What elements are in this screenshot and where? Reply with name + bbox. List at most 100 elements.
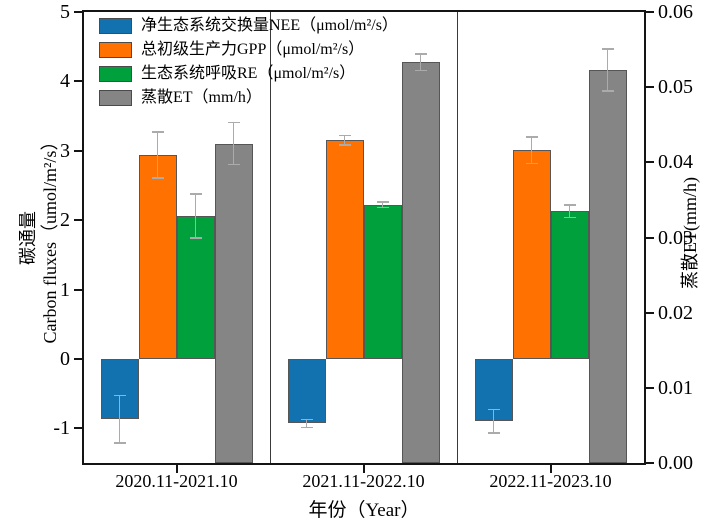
bar-re-3 [550, 211, 589, 359]
errorbar-line-nee-1 [118, 395, 121, 443]
errorbar-cap-bottom-re-2 [376, 206, 389, 209]
tick-label-left-4: 4 [60, 70, 70, 93]
legend: 净生态系统交换量NEE（μmol/m²/s） 总初级生产力GPP（μmol/m²/… [99, 17, 398, 113]
tick-label-right-0.01: 0.01 [658, 376, 693, 399]
errorbar-line-nee-3 [492, 409, 495, 434]
errorbar-line-et-2 [419, 54, 422, 71]
tick-label-right-0.03: 0.03 [658, 226, 693, 249]
x-axis-title: 年份（Year） [308, 500, 420, 521]
errorbar-cap-bottom-nee-3 [487, 432, 500, 434]
tick-left-3 [74, 149, 82, 152]
legend-label-re: 生态系统呼吸RE（μmol/m²/s） [141, 65, 356, 82]
legend-swatch-re [99, 65, 132, 82]
tick-left-0 [74, 357, 82, 360]
panel-separator-2 [456, 12, 459, 463]
tick-label-left-5: 5 [60, 1, 70, 23]
tick-label-right-0.04: 0.04 [658, 151, 693, 174]
legend-item-nee: 净生态系统交换量NEE（μmol/m²/s） [99, 17, 398, 34]
tick-right-0.03 [646, 236, 654, 239]
errorbar-cap-bottom-gpp-2 [338, 144, 351, 146]
errorbar-cap-bottom-et-2 [414, 69, 427, 72]
errorbar-line-re-3 [568, 204, 571, 218]
legend-item-gpp: 总初级生产力GPP（μmol/m²/s） [99, 41, 398, 58]
errorbar-cap-top-re-3 [563, 204, 576, 206]
errorbar-line-et-1 [232, 122, 235, 165]
errorbar-cap-top-et-3 [601, 48, 614, 50]
tick-left--1 [74, 427, 82, 430]
errorbar-cap-top-re-1 [189, 193, 202, 195]
errorbar-cap-bottom-re-1 [189, 237, 202, 239]
tick-label-right-0.06: 0.06 [658, 1, 693, 23]
legend-item-re: 生态系统呼吸RE（μmol/m²/s） [99, 65, 398, 82]
errorbar-cap-bottom-nee-1 [113, 442, 126, 444]
errorbar-cap-top-et-1 [227, 121, 240, 124]
tick-label-left-2: 2 [60, 209, 70, 232]
errorbar-line-gpp-1 [156, 132, 159, 178]
errorbar-cap-bottom-gpp-1 [151, 177, 164, 179]
x-category-label-3: 2022.11-2023.10 [489, 471, 612, 491]
errorbar-cap-bottom-nee-2 [300, 426, 313, 429]
errorbar-cap-top-nee-2 [300, 418, 313, 421]
bar-gpp-3 [512, 150, 551, 359]
tick-label-left-1: 1 [60, 278, 70, 301]
left-axis-title: 碳通量 Carbon fluxes（umol/m²/s） [17, 133, 61, 344]
tick-right-0.02 [646, 311, 654, 314]
errorbar-cap-top-gpp-1 [151, 131, 164, 133]
errorbar-line-nee-2 [305, 419, 308, 428]
errorbar-cap-bottom-gpp-3 [525, 162, 538, 164]
errorbar-cap-top-gpp-3 [525, 136, 538, 138]
x-category-label-2: 2021.11-2022.10 [302, 471, 425, 491]
tick-label-left-3: 3 [60, 139, 70, 162]
bar-re-1 [176, 215, 215, 359]
errorbar-cap-top-gpp-2 [338, 134, 351, 137]
tick-label-right-0.02: 0.02 [658, 301, 693, 324]
errorbar-line-gpp-3 [530, 136, 533, 164]
tick-right-0.05 [646, 86, 654, 89]
tick-label-right-0.05: 0.05 [658, 76, 693, 99]
tick-right-0.04 [646, 161, 654, 164]
tick-left-2 [74, 219, 82, 222]
errorbar-cap-bottom-re-3 [563, 216, 576, 219]
legend-label-et: 蒸散ET（mm/h） [141, 89, 262, 106]
legend-swatch-et [99, 89, 132, 106]
errorbar-cap-bottom-et-3 [601, 90, 614, 92]
legend-swatch-nee [99, 17, 132, 34]
tick-bottom-2 [362, 465, 365, 473]
errorbar-cap-top-nee-3 [487, 408, 500, 411]
errorbar-cap-top-nee-1 [113, 394, 126, 397]
errorbar-cap-top-et-2 [414, 53, 427, 55]
tick-left-1 [74, 288, 82, 291]
bar-et-2 [401, 62, 440, 463]
bar-nee-2 [287, 358, 326, 424]
errorbar-line-re-2 [381, 202, 384, 208]
x-category-label-1: 2020.11-2021.10 [115, 471, 238, 491]
bar-gpp-1 [138, 154, 177, 359]
left-axis-title-cn: 碳通量 [18, 211, 38, 266]
errorbar-line-et-3 [606, 48, 609, 91]
legend-swatch-gpp [99, 41, 132, 58]
tick-label-left--1: -1 [53, 417, 70, 440]
tick-label-right-0.00: 0.00 [658, 452, 693, 474]
bar-et-3 [588, 69, 627, 463]
left-axis-title-en: Carbon fluxes（umol/m²/s） [40, 132, 60, 344]
errorbar-cap-bottom-et-1 [227, 163, 240, 166]
errorbar-line-re-1 [194, 193, 197, 239]
errorbar-cap-top-re-2 [376, 201, 389, 203]
legend-item-et: 蒸散ET（mm/h） [99, 89, 398, 106]
bar-gpp-2 [325, 140, 364, 359]
tick-left-5 [74, 11, 82, 13]
bar-et-1 [214, 143, 253, 463]
tick-left-4 [74, 80, 82, 83]
tick-right-0.06 [646, 11, 654, 13]
tick-right-0.01 [646, 386, 654, 389]
tick-bottom-3 [549, 465, 552, 473]
tick-right-0.00 [646, 462, 654, 464]
legend-label-nee: 净生态系统交换量NEE（μmol/m²/s） [141, 17, 398, 34]
tick-label-left-0: 0 [60, 347, 70, 370]
panel-separator-1 [269, 12, 272, 463]
legend-label-gpp: 总初级生产力GPP（μmol/m²/s） [141, 41, 365, 58]
errorbar-line-gpp-2 [343, 135, 346, 146]
bar-re-2 [363, 204, 402, 359]
tick-bottom-1 [175, 465, 178, 473]
plot-frame [82, 10, 646, 465]
